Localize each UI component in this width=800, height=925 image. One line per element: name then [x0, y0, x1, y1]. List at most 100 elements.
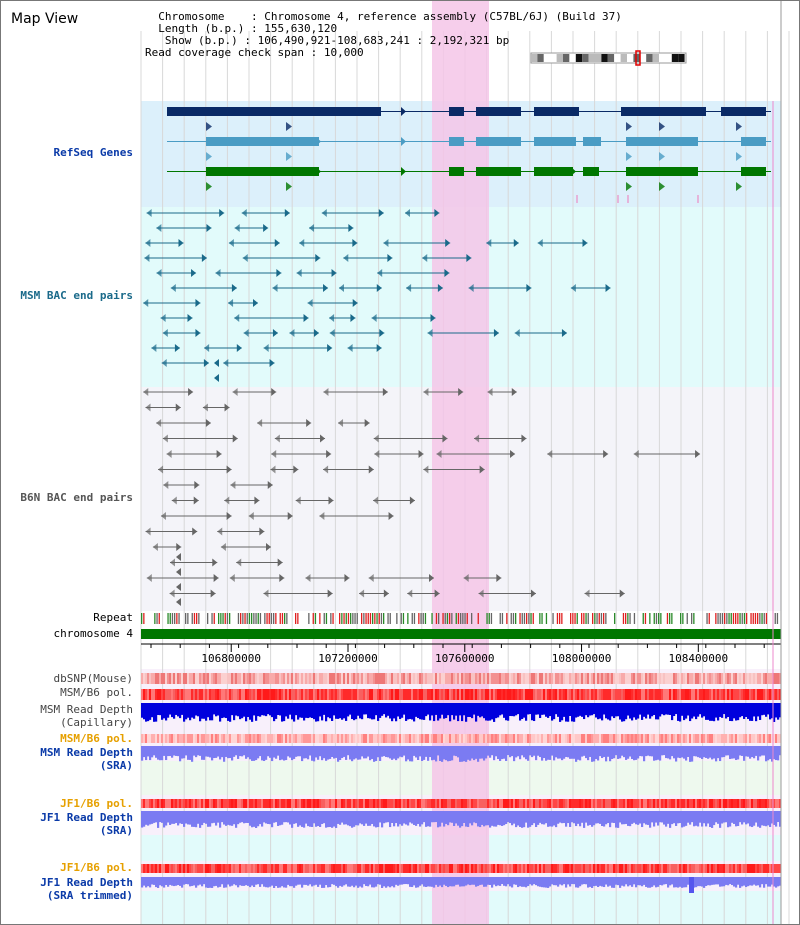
read-depth-bar [429, 703, 432, 721]
polymorphism-cell [461, 799, 464, 808]
b6n-bac-pair-end [323, 388, 329, 396]
read-depth-bar [255, 703, 258, 721]
read-depth-bar [459, 877, 462, 887]
polymorphism-cell [239, 689, 242, 700]
read-depth-bar [675, 877, 678, 888]
read-depth-bar [597, 877, 600, 888]
read-depth-bar [567, 811, 570, 824]
polymorphism-cell [671, 864, 674, 873]
polymorphism-cell [455, 689, 458, 700]
snp-density-cell [223, 673, 226, 684]
track-label-jf1-depth-trimmed[interactable]: JF1 Read Depth (SRA trimmed) [40, 876, 133, 902]
snp-density-cell [313, 673, 316, 684]
polymorphism-cell [481, 864, 484, 873]
snp-density-cell [569, 673, 572, 684]
read-depth-bar [449, 703, 452, 722]
track-label-jf1-depth-sra[interactable]: JF1 Read Depth (SRA) [40, 811, 133, 837]
polymorphism-cell [553, 799, 556, 808]
read-depth-bar [711, 746, 714, 760]
snp-density-cell [439, 673, 442, 684]
read-depth-bar [575, 746, 578, 762]
track-label-msm-b6-pol[interactable]: MSM/B6 pol. [60, 686, 133, 699]
track-label-refseq-genes[interactable]: RefSeq Genes [53, 146, 133, 159]
snp-density-cell [735, 673, 738, 684]
snp-density-cell [307, 673, 310, 684]
polymorphism-cell [383, 864, 386, 873]
polymorphism-cell [613, 799, 616, 808]
snp-density-cell [543, 673, 546, 684]
read-depth-bar [175, 811, 178, 823]
polymorphism-cell [163, 734, 166, 743]
read-depth-bar [549, 811, 552, 827]
track-label-b6n-bac[interactable]: B6N BAC end pairs [20, 491, 133, 504]
read-depth-bar [255, 811, 258, 828]
track-label-jf1-b6-pol-2[interactable]: JF1/B6 pol. [60, 861, 133, 874]
read-depth-bar [767, 811, 770, 826]
polymorphism-cell [691, 799, 694, 808]
polymorphism-cell [769, 689, 772, 700]
polymorphism-cell [297, 689, 300, 700]
polymorphism-cell [535, 689, 538, 700]
polymorphism-cell [649, 734, 652, 743]
msm-bac-pair-end [537, 239, 543, 247]
highlight-region [432, 1, 489, 924]
read-depth-bar [619, 811, 622, 823]
read-depth-bar [483, 746, 486, 761]
b6n-bac-pair-end [192, 527, 198, 536]
snp-density-cell [291, 673, 294, 684]
read-depth-bar [579, 877, 582, 887]
polymorphism-cell [563, 864, 566, 873]
polymorphism-cell [617, 799, 620, 808]
read-depth-bar [667, 877, 670, 888]
polymorphism-cell [645, 864, 648, 873]
read-depth-bar [585, 746, 588, 759]
repeat-element [633, 613, 636, 624]
track-label-dbsnp[interactable]: dbSNP(Mouse) [53, 672, 133, 685]
read-depth-bar [669, 703, 672, 715]
snp-density-cell [177, 673, 180, 684]
read-depth-bar [449, 877, 452, 887]
read-depth-bar [659, 877, 662, 885]
repeat-element [240, 613, 242, 624]
track-label-repeat[interactable]: Repeat [93, 611, 133, 624]
read-depth-bar [275, 877, 278, 887]
read-depth-bar [147, 746, 150, 757]
polymorphism-cell [757, 799, 760, 808]
track-label-jf1-b6-pol[interactable]: JF1/B6 pol. [60, 797, 133, 810]
polymorphism-cell [647, 799, 650, 808]
read-depth-bar [503, 703, 506, 718]
polymorphism-cell [485, 864, 488, 873]
read-depth-bar [261, 746, 264, 761]
polymorphism-cell [201, 734, 204, 743]
polymorphism-cell [649, 864, 652, 873]
snp-density-cell [625, 673, 628, 684]
polymorphism-cell [615, 799, 618, 808]
track-label-msm-depth-capillary[interactable]: MSM Read Depth (Capillary) [40, 703, 133, 729]
polymorphism-cell [747, 799, 750, 808]
ideogram-band [582, 54, 589, 62]
polymorphism-cell [565, 799, 568, 808]
track-label-msm-depth-sra[interactable]: MSM Read Depth (SRA) [40, 746, 133, 772]
track-label-msm-b6-pol-2[interactable]: MSM/B6 pol. [60, 732, 133, 745]
read-depth-bar [321, 877, 324, 888]
read-depth-bar [595, 811, 598, 824]
read-depth-bar [305, 811, 308, 824]
polymorphism-cell [339, 689, 342, 700]
polymorphism-cell [153, 799, 156, 808]
track-label-msm-bac[interactable]: MSM BAC end pairs [20, 289, 133, 302]
read-depth-bar [211, 811, 214, 824]
polymorphism-cell [529, 689, 532, 700]
polymorphism-cell [583, 734, 586, 743]
snp-density-cell [149, 673, 152, 684]
polymorphism-cell [145, 864, 148, 873]
read-depth-bar [167, 811, 170, 823]
b6n-bac-pair-end [257, 419, 263, 427]
polymorphism-cell [537, 864, 540, 873]
snp-density-cell [733, 673, 736, 684]
polymorphism-cell [623, 799, 626, 808]
read-depth-bar [391, 877, 394, 887]
read-depth-bar [719, 703, 722, 717]
read-depth-bar [363, 877, 366, 885]
read-depth-bar [323, 703, 326, 715]
